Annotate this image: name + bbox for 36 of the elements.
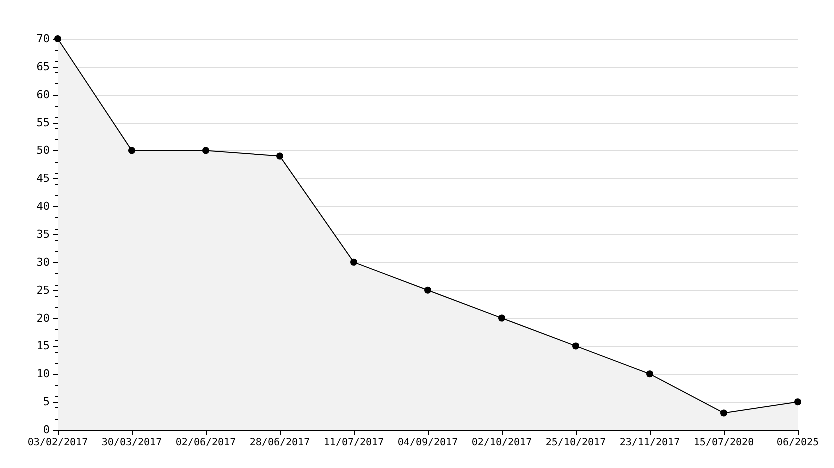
x-tick-label: 11/07/2017 <box>324 438 384 448</box>
point <box>350 258 358 266</box>
y-tick-label: 5 <box>43 396 50 409</box>
y-tick-label: 20 <box>36 312 50 325</box>
point <box>424 286 432 294</box>
point <box>498 314 506 322</box>
point <box>794 398 802 406</box>
y-tick-label: 15 <box>36 340 50 353</box>
x-tick-label: 02/06/2017 <box>176 438 236 448</box>
point <box>276 152 284 160</box>
x-tick-label: 06/2025 <box>776 438 820 448</box>
y-tick-label: 0 <box>43 424 50 436</box>
y-tick-label: 10 <box>36 368 50 381</box>
point <box>128 147 136 154</box>
y-tick-label: 30 <box>36 256 50 269</box>
x-tick-label: 28/06/2017 <box>250 438 310 448</box>
point <box>202 147 210 154</box>
point <box>572 342 580 350</box>
y-tick-label: 45 <box>36 172 50 186</box>
y-tick-label: 40 <box>36 200 50 214</box>
y-tick-label: 70 <box>36 32 50 46</box>
x-tick-label: 25/10/2017 <box>546 438 606 448</box>
x-tick-label: 15/07/2020 <box>694 438 754 448</box>
x-tick-label: 04/09/2017 <box>398 438 458 448</box>
point <box>720 410 728 417</box>
x-tick-label: 03/02/2017 <box>28 438 88 448</box>
point <box>646 370 654 378</box>
y-tick-label: 55 <box>36 116 50 130</box>
y-tick-label: 60 <box>36 88 50 102</box>
x-tick-label: 02/10/2017 <box>472 438 532 448</box>
y-tick-label: 25 <box>36 284 50 297</box>
x-tick-label: 30/03/2017 <box>102 438 162 448</box>
y-tick-label: 50 <box>36 144 50 158</box>
y-tick-label: 35 <box>36 228 50 241</box>
y-tick-label: 65 <box>36 60 50 74</box>
x-tick-label: 23/11/2017 <box>620 438 680 448</box>
